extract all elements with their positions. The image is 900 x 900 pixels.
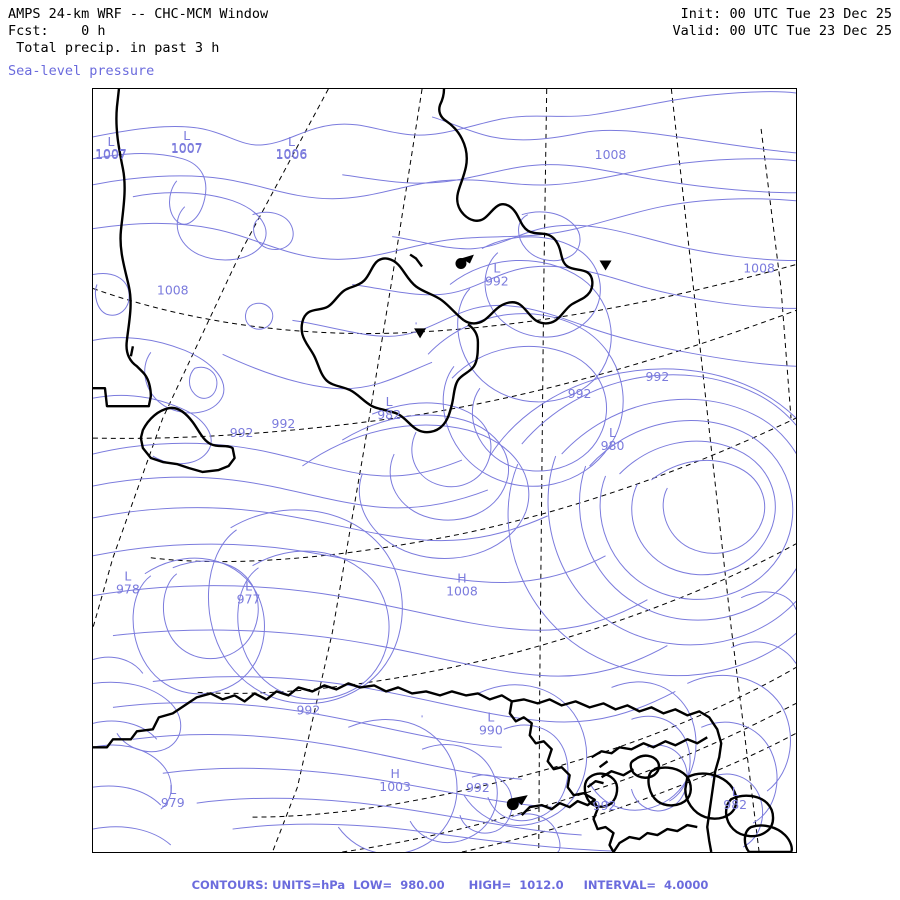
low-center-977-7-value: 977 xyxy=(237,592,261,607)
low-center-1007-1-value: 1007 xyxy=(171,141,203,156)
sea-level-pressure-contours xyxy=(93,91,796,852)
high-center-1008-8-value: 1008 xyxy=(446,584,478,599)
low-center-977-7-letter: L xyxy=(245,579,252,594)
mcmurdo-station-flag xyxy=(512,795,528,806)
low-center-1007-0-value: 1007 xyxy=(95,147,127,162)
low-center-978-6-letter: L xyxy=(124,569,131,584)
field-label-sea-level-pressure: Sea-level pressure xyxy=(8,63,155,79)
low-center-992-3-value: 992 xyxy=(485,273,509,288)
low-center-992-3-letter: L xyxy=(493,261,500,276)
header-left-text: AMPS 24-km WRF -- CHC-MCM Window Fcst: 0… xyxy=(8,6,269,56)
low-center-980-5-value: 980 xyxy=(601,438,625,453)
high-center-1003-9-value: 1003 xyxy=(379,779,411,794)
marker-triangle-west xyxy=(414,328,427,339)
new-zealand-coastline xyxy=(300,89,594,434)
mcmurdo-station-dot xyxy=(506,798,519,811)
low-center-990-10-letter: L xyxy=(487,709,494,724)
low-center-990-10-value: 990 xyxy=(479,722,503,737)
map-canvas: 1007 1007 1006 1008 1008 1008 992 992 992 992 992 9… xyxy=(93,89,796,852)
coastline-layer xyxy=(93,89,236,474)
low-center-1007-1-letter: L xyxy=(183,128,190,143)
contour-label-992-7: 992 xyxy=(272,416,296,431)
contour-label-1007-0: 1007 xyxy=(95,146,127,161)
contour-label-1008-4: 1008 xyxy=(743,261,775,276)
low-center-1006-2-value: 1006 xyxy=(276,147,308,162)
contour-label-1008-3: 1008 xyxy=(595,147,627,162)
station-markers xyxy=(414,254,612,811)
contour-label-1007-1: 1007 xyxy=(171,140,203,155)
low-center-982-4-value: 982 xyxy=(377,407,401,422)
contour-label-1008-5: 1008 xyxy=(157,282,189,297)
contour-value-labels: 1007 1007 1006 1008 1008 1008 992 992 992 992 992 9… xyxy=(95,140,775,813)
low-center-982-12-value: 982 xyxy=(723,797,747,812)
contour-label-992-8: 992 xyxy=(568,386,592,401)
map-panel: 1007 1007 1006 1008 1008 1008 992 992 992 992 992 9… xyxy=(92,88,797,853)
contour-label-1006-2: 1006 xyxy=(276,146,308,161)
christchurch-station-flag xyxy=(460,254,474,264)
contour-label-992-11: 992 xyxy=(466,780,490,795)
contour-label-992-10: 992 xyxy=(296,702,320,717)
header-right-text: Init: 00 UTC Tue 23 Dec 25 Valid: 00 UTC… xyxy=(672,6,892,39)
contour-label-992-6: 992 xyxy=(230,425,254,440)
low-center-978-6-value: 978 xyxy=(116,582,140,597)
low-center-980-5-letter: L xyxy=(609,425,616,440)
antarctica-coastline xyxy=(93,682,723,852)
low-center-982-12-letter: L xyxy=(732,784,739,799)
contour-legend-footer: CONTOURS: UNITS=hPa LOW= 980.00 HIGH= 10… xyxy=(191,878,709,892)
contour-label-992-9: 992 xyxy=(646,369,670,384)
high-center-1008-8-letter: H xyxy=(457,571,466,586)
low-center-982-4-letter: L xyxy=(386,394,393,409)
low-center-1006-2-letter: L xyxy=(288,134,295,149)
low-center-1007-0-letter: L xyxy=(107,134,114,149)
marker-triangle-east xyxy=(599,260,612,271)
low-center-979-11-letter: L xyxy=(169,782,176,797)
high-center-1003-9-letter: H xyxy=(390,766,399,781)
low-center-979-11-value: 979 xyxy=(161,795,185,810)
contour-label-992-12: 992 xyxy=(593,798,617,813)
bottom-right-islands xyxy=(583,754,793,852)
christchurch-station-dot xyxy=(455,258,467,270)
